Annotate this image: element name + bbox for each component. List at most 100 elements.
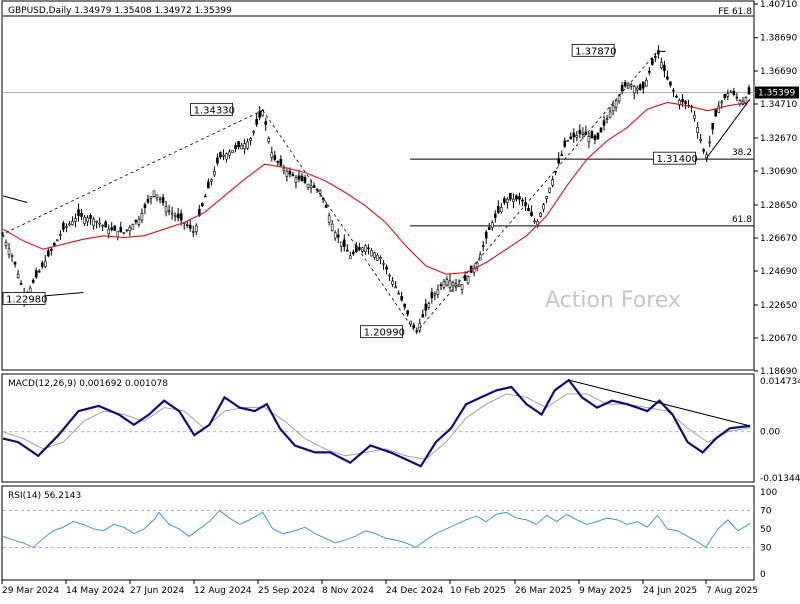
price-label-box	[571, 43, 615, 57]
candle-body	[648, 71, 651, 73]
candle-body	[409, 320, 413, 325]
candle-body	[303, 177, 307, 183]
candle-body	[131, 224, 135, 230]
candle-body	[490, 222, 494, 228]
candle-body	[533, 220, 536, 223]
candle-body	[71, 220, 74, 225]
candle-body	[4, 242, 8, 247]
candle-body	[421, 314, 425, 318]
candle-body	[527, 208, 530, 212]
macd-tick-label: 0.014734	[760, 377, 800, 387]
price-tick-label: 1.34710	[760, 100, 797, 110]
macd-main-line	[2, 378, 751, 468]
candle-body	[693, 115, 696, 119]
candle-body	[324, 205, 328, 208]
price-tick-label: 1.28650	[760, 201, 797, 211]
candle-body	[198, 208, 201, 217]
candle-body	[530, 211, 533, 217]
candle-body	[222, 154, 225, 157]
candle-body	[164, 206, 168, 213]
price-tick-label: 1.22650	[760, 301, 797, 311]
candle-body	[89, 215, 92, 219]
candle-body	[273, 155, 277, 160]
candle-body	[306, 183, 310, 188]
price-label-box	[360, 325, 403, 339]
candle-body	[1, 235, 5, 238]
candle-body	[309, 185, 313, 189]
candle-body	[590, 131, 594, 139]
candle-body	[237, 141, 240, 148]
candle-body	[361, 247, 364, 252]
candle-body	[596, 132, 600, 139]
candle-body	[406, 310, 409, 315]
price-label: 1.37870	[575, 46, 616, 57]
candle-body	[74, 218, 77, 222]
price-tick-label: 1.40710	[760, 0, 797, 10]
candle-body	[291, 174, 295, 177]
fib-level-label: 38.2	[732, 148, 752, 158]
candle-body	[34, 270, 38, 278]
price-tick-label: 1.32670	[760, 134, 797, 144]
price-label-box	[2, 292, 46, 305]
candle-body	[542, 204, 545, 210]
candle-body	[475, 262, 479, 269]
macd-panel	[1, 373, 755, 483]
candle-body	[231, 149, 234, 153]
candle-body	[228, 151, 231, 156]
candle-body	[388, 274, 391, 277]
candle-body	[201, 203, 204, 207]
price-tick-label: 1.30690	[760, 167, 797, 177]
candle-body	[216, 157, 219, 164]
macd-tick-label: -0.013442	[760, 474, 800, 484]
candle-body	[185, 224, 189, 227]
candle-body	[252, 131, 255, 133]
symbol-header: GBPUSD,Daily 1.34979 1.35408 1.34972 1.3…	[8, 6, 232, 16]
candle-body	[249, 138, 252, 141]
candle-body	[37, 270, 41, 273]
candle-body	[125, 229, 129, 232]
candle-body	[333, 232, 337, 239]
candle-body	[98, 222, 101, 225]
candle-body	[116, 230, 120, 238]
price-label-box	[653, 151, 696, 165]
candle-body	[578, 129, 582, 134]
candle-body	[327, 215, 331, 223]
candle-body	[40, 262, 44, 267]
candle-body	[107, 228, 111, 235]
rsi-label: RSI(14) 56.2143	[8, 491, 81, 501]
candle-body	[19, 283, 23, 285]
candle-body	[83, 216, 86, 224]
candle-body	[493, 213, 497, 218]
candle-body	[566, 139, 570, 142]
date-tick-label: 7 Aug 2025	[706, 586, 758, 596]
candle-body	[385, 266, 388, 270]
candle-body	[158, 198, 162, 201]
candle-body	[412, 324, 416, 329]
candle-body	[122, 232, 126, 234]
candle-body	[246, 141, 249, 149]
candle-body	[146, 198, 150, 203]
rsi-line	[2, 509, 751, 549]
date-tick-label: 12 Aug 2024	[194, 586, 252, 596]
candle-body	[587, 136, 591, 143]
current-price-box	[755, 86, 799, 99]
rsi-tick-label: 50	[760, 525, 772, 535]
candle-body	[684, 100, 687, 104]
candle-body	[617, 95, 621, 102]
candle-body	[635, 87, 639, 91]
candle-body	[614, 100, 618, 108]
candle-body	[194, 225, 198, 233]
candle-body	[699, 138, 702, 141]
candle-body	[276, 160, 280, 163]
candle-body	[726, 93, 730, 97]
date-tick-label: 8 Nov 2024	[322, 586, 374, 596]
candle-body	[545, 196, 548, 199]
candle-body	[611, 105, 615, 112]
candle-body	[451, 281, 455, 286]
candle-body	[352, 251, 355, 255]
candle-body	[140, 213, 144, 221]
candle-body	[336, 234, 340, 238]
candle-body	[113, 225, 117, 231]
price-tick-label: 1.20670	[760, 334, 797, 344]
